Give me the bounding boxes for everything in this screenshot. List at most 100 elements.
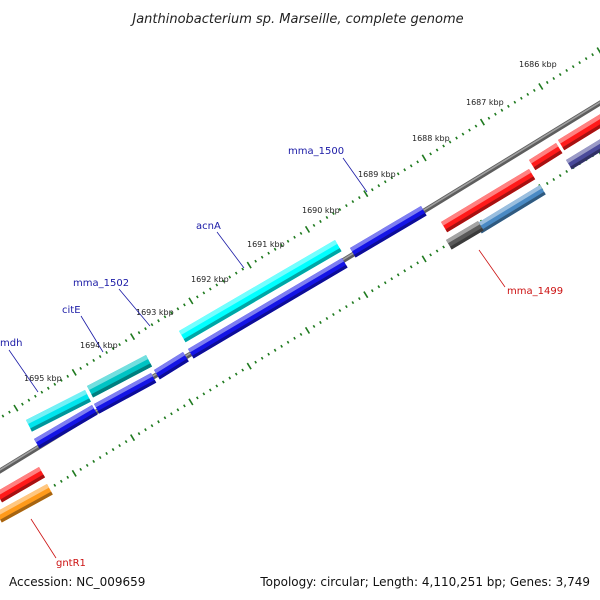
minor-tick — [332, 211, 335, 216]
minor-tick — [370, 289, 374, 293]
minor-tick — [241, 267, 245, 271]
major-tick — [13, 404, 19, 412]
gene-labels: mma_1500 acnA mma_1502 citE mdh mma_1499… — [0, 146, 563, 569]
minor-tick — [325, 316, 329, 321]
minor-tick — [332, 312, 335, 317]
gene-label-mdh: mdh — [0, 338, 22, 349]
minor-tick — [286, 340, 290, 344]
minor-tick — [409, 164, 413, 168]
minor-tick — [85, 362, 89, 366]
minor-tick — [40, 390, 44, 394]
minor-tick — [234, 271, 238, 275]
minor-tick — [591, 53, 594, 57]
minor-tick — [565, 169, 569, 174]
major-tick — [188, 398, 194, 406]
minor-tick — [520, 96, 523, 100]
minor-tick — [526, 92, 530, 96]
major-tick — [246, 261, 252, 269]
minor-tick — [79, 467, 83, 471]
minor-tick — [552, 177, 556, 182]
reverse-gene-6 — [566, 139, 600, 170]
minor-tick — [383, 180, 387, 184]
minor-tick — [53, 483, 57, 487]
minor-tick — [92, 358, 96, 363]
minor-tick — [286, 239, 290, 243]
minor-tick — [435, 148, 439, 152]
gene-label-mma-1499: mma_1499 — [507, 286, 563, 297]
minor-tick — [299, 332, 303, 336]
minor-tick — [8, 410, 11, 414]
minor-tick — [98, 354, 102, 359]
minor-tick — [558, 173, 562, 178]
minor-tick — [234, 372, 238, 376]
minor-tick — [228, 376, 232, 380]
minor-tick — [390, 176, 394, 180]
minor-tick — [260, 356, 264, 360]
minor-tick — [377, 184, 381, 188]
major-tick — [71, 368, 77, 376]
minor-tick — [319, 320, 322, 324]
major-tick — [246, 362, 252, 370]
minor-tick — [403, 168, 407, 172]
minor-tick — [370, 188, 374, 192]
scale-label: 1690 kbp — [302, 206, 340, 215]
minor-tick — [34, 394, 37, 398]
minor-tick — [442, 245, 445, 249]
forward-gene-8 — [350, 206, 427, 258]
minor-tick — [351, 301, 355, 305]
minor-tick — [500, 108, 504, 112]
scale-label: 1691 kbp — [247, 240, 285, 249]
minor-tick — [396, 273, 400, 277]
major-tick — [304, 326, 311, 334]
minor-tick — [403, 269, 407, 273]
gene-label-mma-1500: mma_1500 — [288, 146, 344, 157]
minor-tick — [176, 307, 180, 311]
minor-tick — [390, 277, 394, 281]
reverse-gene-8 — [0, 484, 53, 523]
minor-tick — [215, 283, 219, 287]
major-tick — [363, 190, 369, 198]
minor-tick — [396, 172, 400, 176]
minor-tick — [202, 392, 206, 396]
minor-tick — [183, 303, 186, 307]
minor-tick — [383, 281, 387, 285]
minor-tick — [157, 420, 160, 424]
minor-tick — [461, 132, 465, 136]
minor-tick — [571, 65, 575, 69]
minor-tick — [118, 343, 121, 347]
gene-label-mma-1502: mma_1502 — [73, 278, 129, 289]
minor-tick — [429, 152, 432, 156]
minor-tick — [118, 444, 121, 448]
minor-tick — [280, 243, 283, 247]
minor-tick — [85, 463, 89, 467]
reverse-gene-4 — [476, 185, 546, 234]
genome-summary-text: Topology: circular; Length: 4,110,251 bp… — [259, 575, 590, 589]
forward-gene-1 — [26, 390, 91, 432]
minor-tick — [46, 386, 50, 390]
minor-tick — [468, 128, 471, 132]
major-tick — [363, 291, 369, 299]
scale-label: 1689 kbp — [358, 170, 396, 179]
forward-gene-3 — [179, 240, 342, 343]
minor-tick — [273, 247, 277, 251]
minor-tick — [157, 319, 160, 323]
minor-tick — [312, 324, 316, 328]
minor-tick — [338, 207, 342, 212]
minor-tick — [448, 140, 452, 144]
minor-tick — [215, 384, 219, 388]
minor-tick — [241, 368, 245, 372]
major-tick — [421, 255, 427, 263]
minor-tick — [79, 366, 83, 370]
minor-tick — [358, 297, 361, 301]
forward-gene-6 — [154, 352, 189, 380]
major-tick — [130, 333, 136, 341]
minor-tick — [170, 412, 173, 416]
minor-tick — [474, 124, 478, 128]
scale-label: 1688 kbp — [412, 134, 450, 143]
minor-tick — [358, 196, 361, 200]
scale-label: 1695 kbp — [24, 374, 62, 383]
minor-tick — [124, 339, 128, 343]
minor-tick — [221, 279, 225, 283]
scale-label: 1687 kbp — [466, 98, 504, 107]
